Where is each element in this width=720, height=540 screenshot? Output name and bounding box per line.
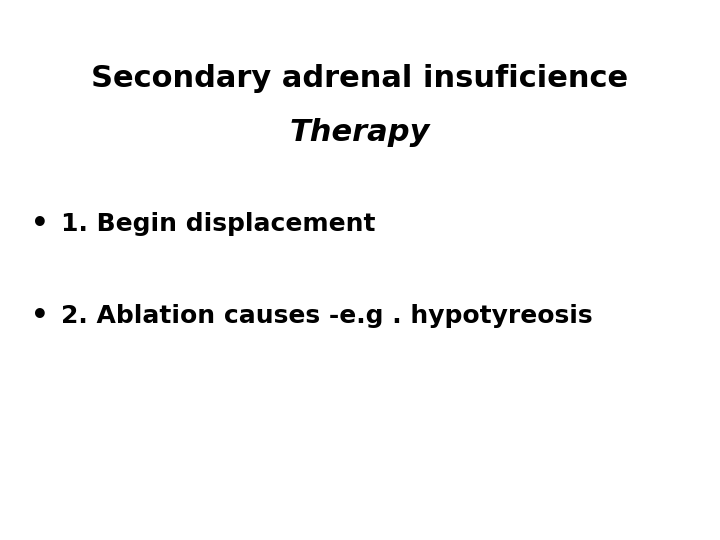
Text: Therapy: Therapy	[289, 118, 431, 147]
Text: Secondary adrenal insuficience: Secondary adrenal insuficience	[91, 64, 629, 93]
Text: 1. Begin displacement: 1. Begin displacement	[61, 212, 376, 236]
Text: •: •	[31, 210, 48, 238]
Text: 2. Ablation causes -e.g . hypotyreosis: 2. Ablation causes -e.g . hypotyreosis	[61, 304, 593, 328]
Text: •: •	[31, 302, 48, 330]
